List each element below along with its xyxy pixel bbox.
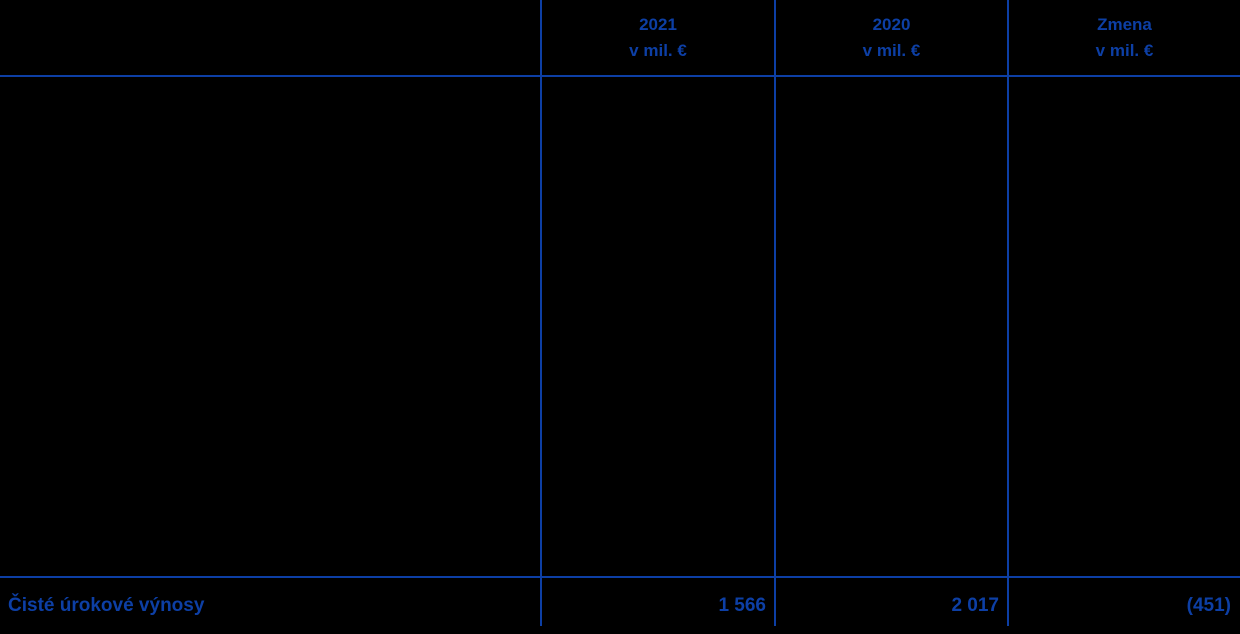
table-body-empty bbox=[0, 77, 1240, 576]
column-header-2021: 2021 v mil. € bbox=[542, 0, 774, 76]
total-divider-line bbox=[0, 576, 1240, 578]
total-row-label: Čisté úrokové výnosy bbox=[8, 595, 205, 616]
column-header-2021-unit: v mil. € bbox=[629, 41, 687, 60]
column-divider-3 bbox=[1007, 0, 1009, 626]
column-divider-2 bbox=[774, 0, 776, 626]
column-header-2020-unit: v mil. € bbox=[862, 41, 921, 60]
total-value-2020: 2 017 bbox=[951, 595, 999, 616]
header-divider-line bbox=[0, 75, 1240, 77]
column-header-2021-year: 2021 bbox=[639, 15, 677, 34]
column-header-change-unit: v mil. € bbox=[1095, 41, 1154, 60]
column-divider-1 bbox=[540, 0, 542, 626]
column-header-change: Zmena v mil. € bbox=[1009, 0, 1240, 76]
column-header-2020-year: 2020 bbox=[872, 15, 911, 34]
total-value-change: (451) bbox=[1186, 595, 1231, 616]
column-header-change-title: Zmena bbox=[1097, 15, 1152, 34]
column-header-2020: 2020 v mil. € bbox=[776, 0, 1007, 76]
total-value-2021: 1 566 bbox=[718, 595, 766, 616]
